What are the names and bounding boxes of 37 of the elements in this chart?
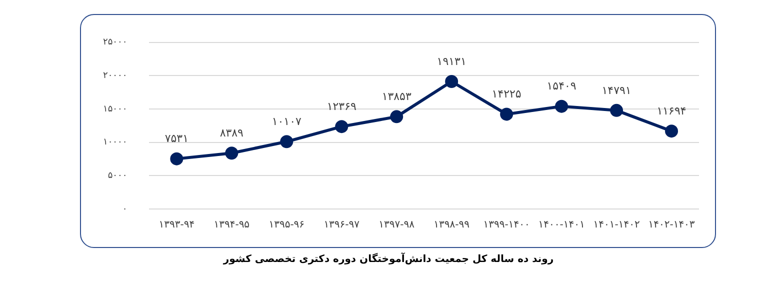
x-tick-label: ۱۳۹۵-۹۶ <box>268 220 305 231</box>
y-tick-label: ۲۰۰۰۰ <box>103 71 128 82</box>
text: روند ده ساله کل جمعیت دانش‌آموختگان دوره دکتری تخصصی کشور <box>222 254 555 265</box>
data-label: ۸۳۸۹ <box>220 126 244 140</box>
y-tick-label: ۱۰۰۰۰ <box>103 138 128 148</box>
x-tick-label: ۱۳۹۸-۹۹ <box>434 220 470 231</box>
data-label: ۱۱۶۹۴ <box>656 104 686 118</box>
data-label: ۱۹۱۳۱ <box>436 54 466 68</box>
y-tick-label: ۰ <box>122 204 128 214</box>
x-tick-label: ۱۳۹۶-۹۷ <box>324 220 360 231</box>
point <box>280 135 294 148</box>
x-tick-label: ۱۳۹۹-۱۴۰۰ <box>483 220 530 231</box>
data-label: ۷۵۳۱ <box>164 132 188 146</box>
point <box>390 110 404 124</box>
x-tick-label: ۱۴۰۲-۱۴۰۳ <box>648 220 696 231</box>
point <box>225 146 238 160</box>
x-tick-label: ۱۳۹۳-۹۴ <box>158 220 195 231</box>
point <box>335 120 348 134</box>
x-tick-label: ۱۳۹۷-۹۸ <box>378 220 416 231</box>
x-tick-label: ۱۴۰۰-۱۴۰۱ <box>538 220 585 231</box>
y-tick-label: ۲۵۰۰۰ <box>103 38 128 48</box>
data-label: ۱۴۲۲۵ <box>492 88 522 101</box>
y-tick-label: ۵۰۰۰ <box>108 171 128 182</box>
point <box>610 104 624 117</box>
y-tick-label: ۱۵۰۰۰ <box>103 104 128 114</box>
data-label: ۱۰۱۰۷ <box>272 115 302 128</box>
data-label: ۱۳۸۵۳ <box>382 90 412 104</box>
point <box>555 100 568 113</box>
data-label: ۱۴۷۹۱ <box>602 84 632 97</box>
point <box>665 124 678 138</box>
x-tick-label: ۱۴۰۱-۱۴۰۲ <box>593 220 640 231</box>
data-label: ۱۲۳۶۹ <box>326 100 356 113</box>
point <box>170 152 184 166</box>
x-tick-label: ۱۳۹۴-۹۵ <box>214 220 250 231</box>
data-label: ۱۵۴۰۹ <box>546 80 576 93</box>
point <box>500 108 514 121</box>
point <box>445 75 458 88</box>
